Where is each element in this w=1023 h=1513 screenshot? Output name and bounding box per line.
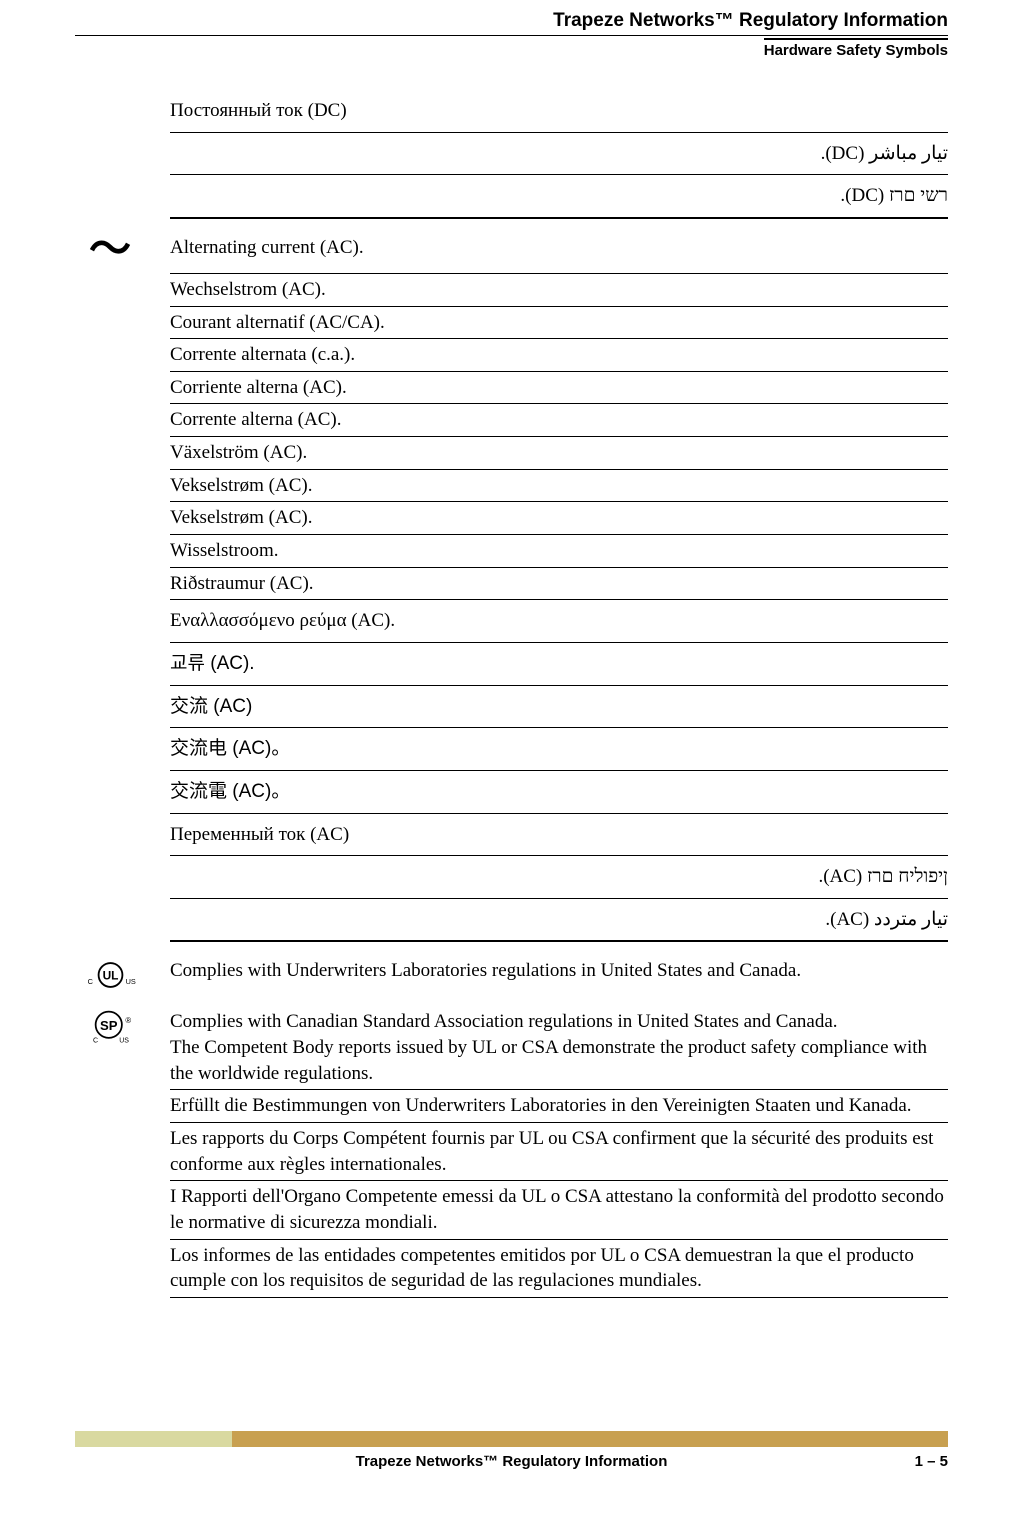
header-subtitle: Hardware Safety Symbols — [764, 38, 948, 59]
csa-section: SP ® C US Complies with Canadian Standar… — [170, 1009, 948, 1297]
csa-row: Complies with Canadian Standard Associat… — [170, 1009, 948, 1090]
ac-row: Wisselstroom. — [170, 535, 948, 568]
ac-row: تيار متردد (AC). — [170, 899, 948, 943]
ul-icon-col: UL C US — [75, 960, 145, 995]
ac-row: Corrente alternata (c.a.). — [170, 339, 948, 372]
csa-row: I Rapporti dell'Organo Competente emessi… — [170, 1181, 948, 1239]
page-footer: Trapeze Networks™ Regulatory Information… — [75, 1431, 948, 1470]
header-title: Trapeze Networks™ Regulatory Information — [75, 10, 948, 32]
page-header: Trapeze Networks™ Regulatory Information… — [75, 10, 948, 60]
svg-text:US: US — [119, 1038, 129, 1045]
csa-mark-icon: SP ® C US — [83, 1009, 138, 1044]
ac-row: Vekselstrøm (AC). — [170, 470, 948, 503]
ac-row: Переменный ток (AC) — [170, 814, 948, 857]
dc-section: Постоянный ток (DC)تيار مباشر (DC).רשי ם… — [170, 90, 948, 219]
ac-wave-icon: 〜 — [89, 227, 131, 273]
ul-listed-icon: UL C US — [83, 960, 138, 990]
ac-row: Växelström (AC). — [170, 437, 948, 470]
svg-text:C: C — [93, 1038, 98, 1045]
dc-rows-container: Постоянный ток (DC)تيار مباشر (DC).רשי ם… — [170, 90, 948, 219]
dc-row: רשי םרז (DC). — [170, 175, 948, 219]
dc-row: Постоянный ток (DC) — [170, 90, 948, 133]
footer-color-bar — [75, 1431, 948, 1447]
ac-rows-container: Wechselstrom (AC).Courant alternatif (AC… — [170, 273, 948, 943]
svg-text:UL: UL — [102, 969, 118, 983]
csa-row: Los informes de las entidades competente… — [170, 1240, 948, 1298]
ul-section: UL C US Complies with Underwriters Labor… — [170, 960, 948, 995]
ac-row: ןיפוליח םרז (AC). — [170, 856, 948, 899]
ac-section: 〜 Alternating current (AC). Wechselstrom… — [170, 237, 948, 943]
ac-row: Corrente alterna (AC). — [170, 404, 948, 437]
ac-row: 交流 (AC) — [170, 686, 948, 729]
dc-row: تيار مباشر (DC). — [170, 133, 948, 176]
ac-row: Wechselstrom (AC). — [170, 274, 948, 307]
csa-row: Les rapports du Corps Compétent fournis … — [170, 1123, 948, 1181]
svg-text:C: C — [87, 978, 93, 987]
footer-text-row: Trapeze Networks™ Regulatory Information… — [75, 1453, 948, 1470]
ac-row: Corriente alterna (AC). — [170, 372, 948, 405]
footer-page-number: 1 – 5 — [915, 1453, 948, 1470]
ac-icon-col: 〜 — [75, 237, 145, 268]
svg-text:®: ® — [125, 1016, 131, 1025]
ac-row: Courant alternatif (AC/CA). — [170, 307, 948, 340]
ac-row: 交流电 (AC)。 — [170, 728, 948, 771]
page: Trapeze Networks™ Regulatory Information… — [0, 0, 1023, 1470]
ac-row: Εναλλασσόμενο ρεύμα (AC). — [170, 600, 948, 643]
ac-row: Riðstraumur (AC). — [170, 568, 948, 601]
svg-text:SP: SP — [100, 1018, 118, 1033]
ac-row: Vekselstrøm (AC). — [170, 502, 948, 535]
ac-intro: Alternating current (AC). — [170, 237, 948, 273]
ul-intro: Complies with Underwriters Laboratories … — [170, 960, 948, 982]
ac-row: 교류 (AC). — [170, 643, 948, 686]
header-rule: Hardware Safety Symbols — [75, 35, 948, 60]
csa-rows-container: Complies with Canadian Standard Associat… — [170, 1009, 948, 1297]
svg-text:US: US — [125, 978, 135, 987]
footer-title: Trapeze Networks™ Regulatory Information — [356, 1453, 668, 1470]
csa-row: Erfüllt die Bestimmungen von Underwriter… — [170, 1090, 948, 1123]
ac-row: 交流電 (AC)。 — [170, 771, 948, 814]
csa-icon-col: SP ® C US — [75, 1009, 145, 1049]
